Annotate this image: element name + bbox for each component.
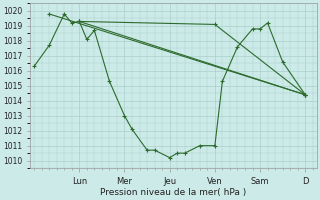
X-axis label: Pression niveau de la mer( hPa ): Pression niveau de la mer( hPa ) <box>100 188 247 197</box>
